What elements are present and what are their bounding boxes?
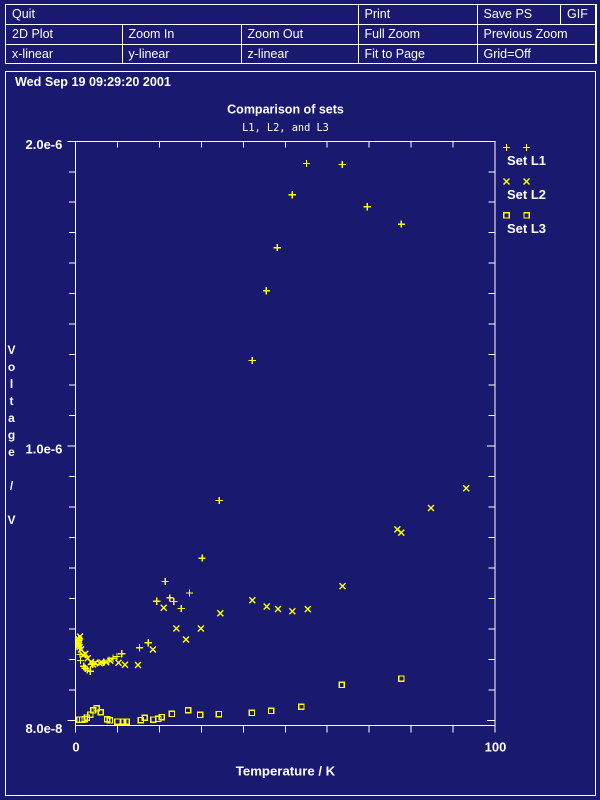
menu-bar: Quit Print Save PS GIF 2D Plot Zoom In Z…: [5, 4, 597, 64]
y-axis-title-char: V: [7, 513, 15, 527]
menu-item-zoom-in-label: Zoom In: [128, 27, 175, 41]
menu-item-y-linear[interactable]: y-linear: [122, 44, 241, 63]
menu-item-y-linear-label: y-linear: [128, 46, 170, 61]
legend-label: Set L1: [507, 153, 546, 168]
y-tick-label: 1.0e-6: [26, 442, 63, 457]
x-tick-label: 0: [72, 740, 79, 755]
menu-item-z-linear-label: z-linear: [247, 46, 289, 61]
menu-item-full-zoom-label: Full Zoom: [364, 27, 421, 41]
axis-tick-labels: 2.0e-6 1.0e-6 8.0e-8 0 100: [26, 137, 507, 755]
y-tick-label: 2.0e-6: [26, 137, 63, 152]
menu-item-x-linear[interactable]: x-linear: [6, 44, 122, 63]
menu-item-print[interactable]: Print: [358, 5, 477, 24]
y-axis-title-char: a: [8, 411, 15, 425]
legend-label: Set L3: [507, 221, 546, 236]
y-tick-label: 8.0e-8: [26, 721, 63, 736]
series-set-l2: [75, 484, 470, 669]
menu-item-fit-to-page[interactable]: Fit to Page: [358, 44, 477, 63]
x-tick-label: 100: [485, 740, 507, 755]
menu-item-2d-plot[interactable]: 2D Plot: [6, 24, 122, 44]
chart-subtitle: L1, L2, and L3: [242, 122, 329, 134]
y-axis-title-char: t: [10, 394, 14, 408]
menu-item-previous-zoom[interactable]: Previous Zoom: [477, 24, 595, 44]
menu-item-previous-zoom-label: Previous Zoom: [483, 27, 568, 41]
menu-item-quit-label: Quit: [12, 7, 35, 22]
menu-item-print-label: Print: [364, 7, 391, 22]
series-set-l3: [76, 675, 405, 725]
menu-item-gif[interactable]: GIF: [561, 5, 595, 24]
y-axis-title-char: e: [8, 445, 15, 459]
y-axis-title-char: l: [10, 377, 13, 391]
legend-label: Set L2: [507, 187, 546, 202]
plot-canvas-frame: Wed Sep 19 09:29:20 2001: [5, 71, 596, 796]
y-axis-title-char: g: [8, 428, 15, 442]
menu-item-2d-plot-label: 2D Plot: [12, 27, 53, 41]
menu-item-gif-label: GIF: [567, 7, 588, 22]
menu-item-grid-toggle-label: Grid=Off: [483, 46, 531, 61]
x-axis-title: Temperature / K: [236, 764, 336, 779]
menu-item-zoom-in[interactable]: Zoom In: [122, 24, 241, 44]
y-axis-title-char: o: [8, 360, 15, 374]
menu-item-full-zoom[interactable]: Full Zoom: [358, 24, 477, 44]
menu-item-x-linear-label: x-linear: [12, 46, 53, 61]
menu-item-zoom-out[interactable]: Zoom Out: [241, 24, 358, 44]
series-set-l1: [74, 159, 406, 675]
menu-item-quit[interactable]: Quit: [6, 5, 358, 24]
menu-item-grid-toggle[interactable]: Grid=Off: [477, 44, 595, 63]
y-axis-title-char: V: [7, 343, 15, 357]
axis-ticks: [67, 140, 496, 733]
menu-item-z-linear[interactable]: z-linear: [241, 44, 358, 63]
chart-title: Comparison of sets: [227, 103, 344, 117]
menu-item-fit-to-page-label: Fit to Page: [364, 46, 425, 61]
menu-item-zoom-out-label: Zoom Out: [247, 27, 304, 41]
timestamp: Wed Sep 19 09:29:20 2001: [15, 75, 171, 89]
plot-frame: [75, 140, 496, 727]
menu-item-save-ps-label: Save PS: [483, 7, 533, 22]
legend: Set L1 Set L2 Set L3: [502, 143, 546, 236]
data-points: [74, 159, 470, 725]
y-axis-title-char: /: [10, 479, 14, 493]
menu-item-save-ps[interactable]: Save PS: [477, 5, 560, 24]
